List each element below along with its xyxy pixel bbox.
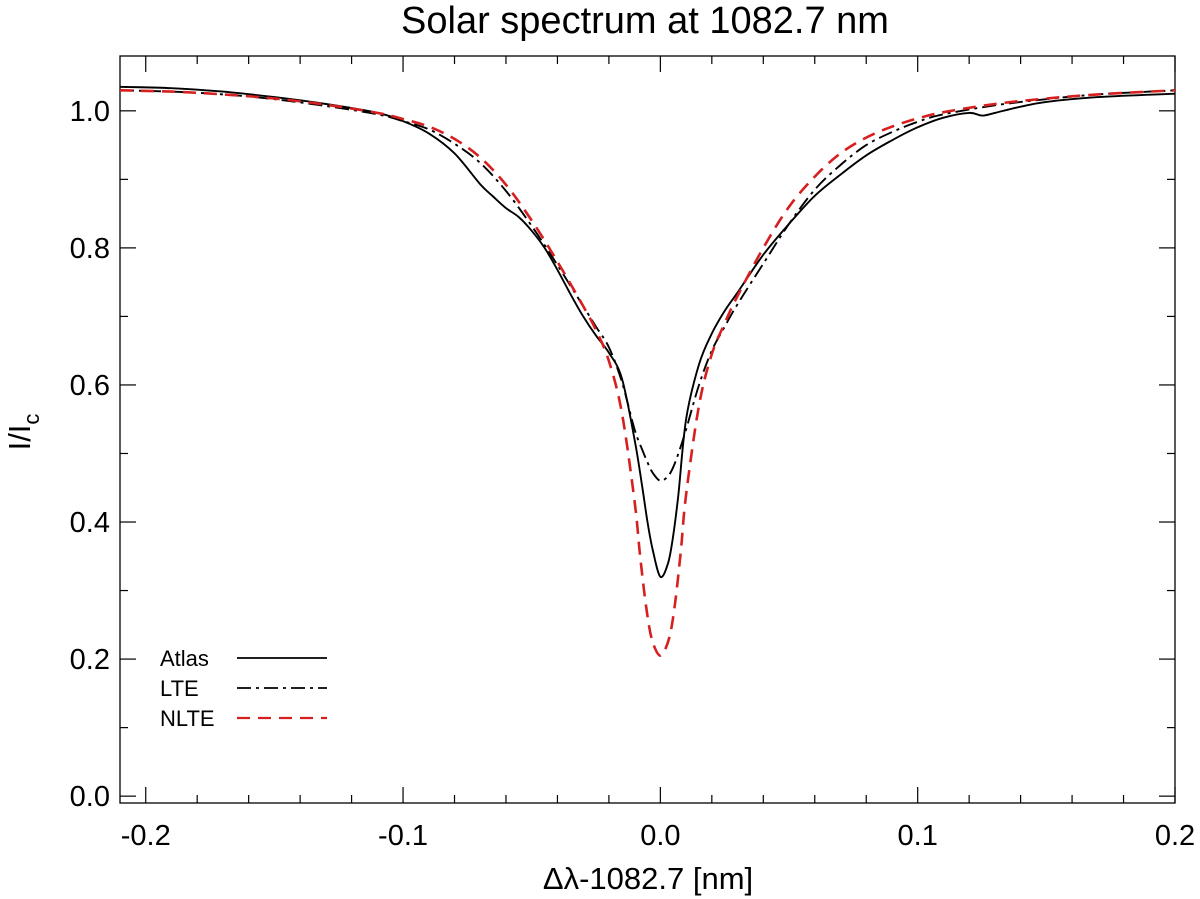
series-line-lte xyxy=(119,89,1176,482)
y-axis-label-main: I/I xyxy=(2,425,37,451)
y-axis-label: I/Ic xyxy=(2,414,44,451)
axis-ticks: -0.2 -0.1 0.0 0.1 0.2 0.0 0.2 0.4 0.6 0.8 1.0 xyxy=(70,56,1195,852)
y-tick-label: 0.0 xyxy=(70,781,110,813)
x-tick-label: 0.0 xyxy=(640,820,680,852)
x-tick-label: 0.2 xyxy=(1155,820,1195,852)
y-tick-label: 0.6 xyxy=(70,370,110,402)
x-tick-label: 0.1 xyxy=(898,820,938,852)
x-axis-label: Δλ-1082.7 [nm] xyxy=(543,861,753,896)
y-tick-label: 1.0 xyxy=(70,96,110,128)
legend: Atlas LTE NLTE xyxy=(160,646,327,731)
y-tick-label: 0.4 xyxy=(70,507,110,539)
legend-label-atlas: Atlas xyxy=(160,646,209,671)
plot-frame xyxy=(119,55,1176,804)
x-tick-label: -0.1 xyxy=(378,820,428,852)
y-tick-label: 0.2 xyxy=(70,644,110,676)
y-tick-label: 0.8 xyxy=(70,233,110,265)
x-tick-label: -0.2 xyxy=(121,820,171,852)
legend-label-nlte: NLTE xyxy=(160,706,215,731)
y-axis-label-subscript: c xyxy=(19,414,44,425)
series-layer xyxy=(119,85,1176,657)
series-line-atlas xyxy=(119,85,1176,579)
series-line-nlte xyxy=(119,89,1176,657)
chart-title: Solar spectrum at 1082.7 nm xyxy=(401,0,889,42)
legend-label-lte: LTE xyxy=(160,676,199,701)
